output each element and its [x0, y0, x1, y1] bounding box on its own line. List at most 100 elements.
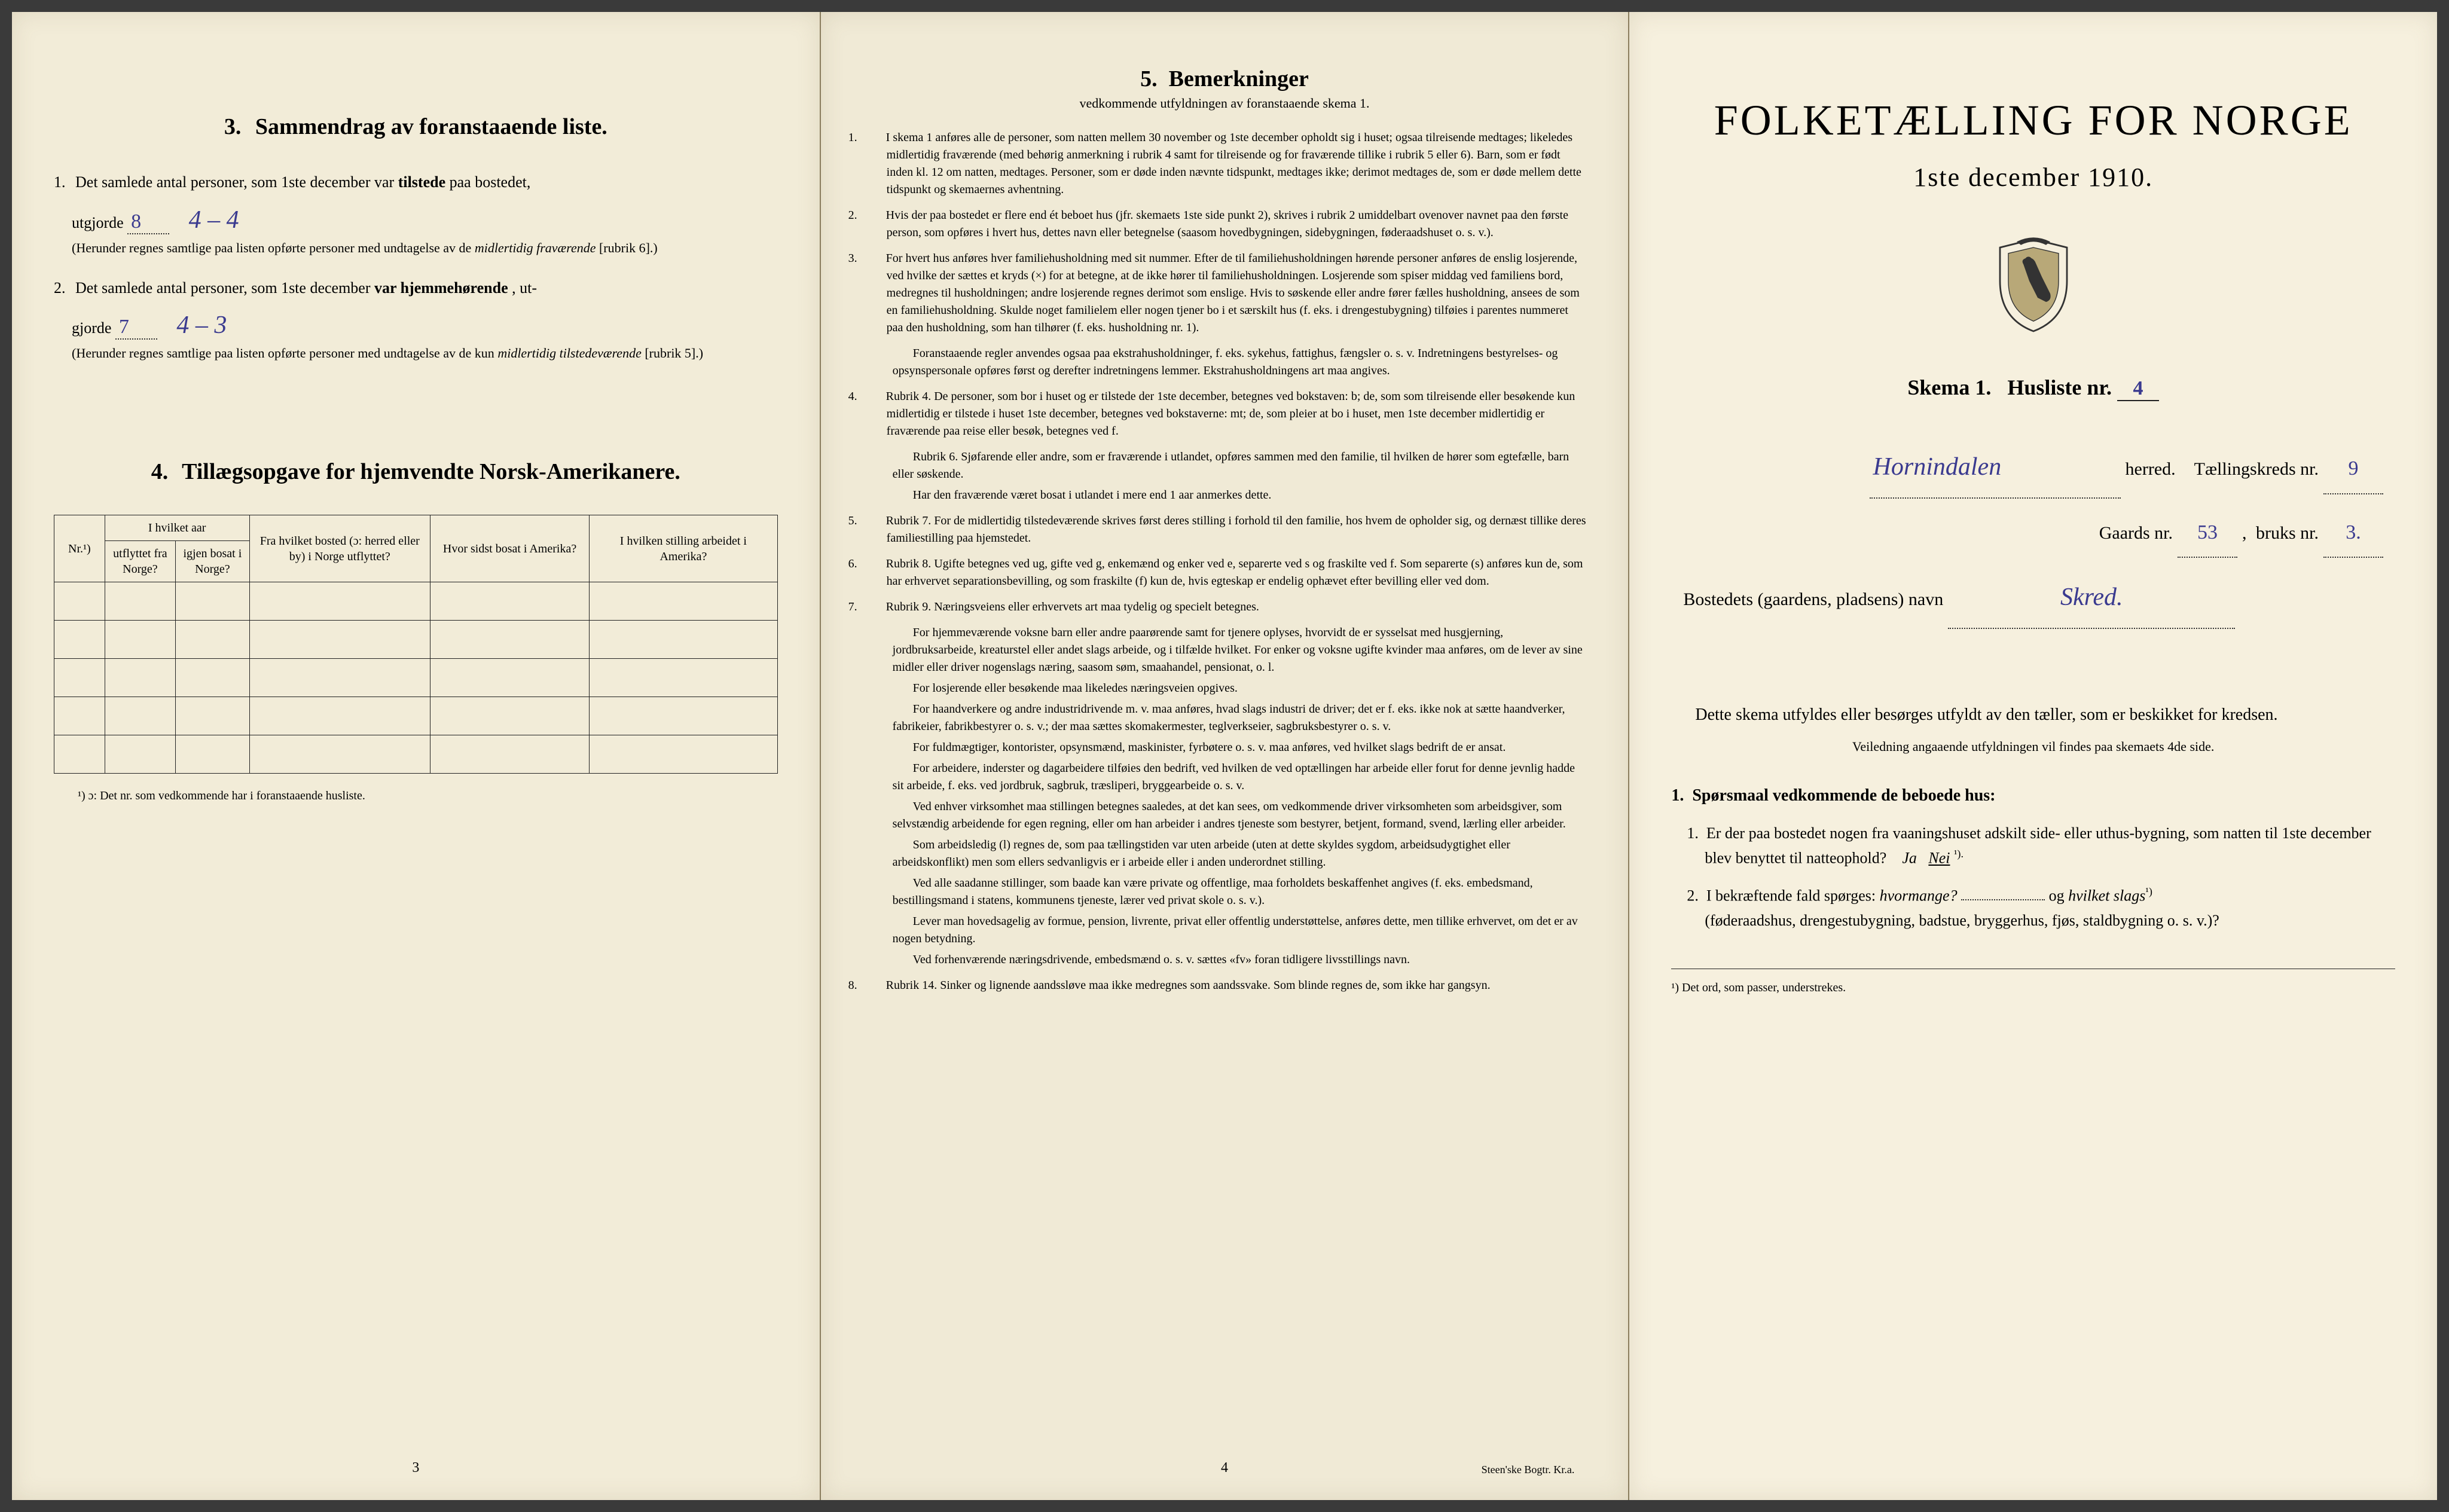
remark-subpara: Ved alle saadanne stillinger, som baade … [893, 875, 1587, 909]
bosted-value: Skred. [1948, 567, 2235, 629]
section-4-heading: 4. Tillægsopgave for hjemvendte Norsk-Am… [54, 459, 778, 485]
skema-label: Skema 1. [1907, 375, 1991, 399]
bosted-label: Bostedets (gaardens, pladsens) navn [1683, 578, 1943, 621]
q2-blank-1 [1961, 899, 2045, 900]
q1-sup: ¹). [1954, 848, 1964, 860]
header-fields: Hornindalen herred. Tællingskreds nr. 9 … [1683, 437, 2383, 629]
intro-small: Veiledning angaaende utfyldningen vil fi… [1671, 735, 2395, 757]
remark-subpara: For losjerende eller besøkende maa likel… [893, 680, 1587, 697]
remark-subpara: Har den fraværende været bosat i utlande… [893, 487, 1587, 504]
section-5-number: 5. [1140, 66, 1158, 91]
remark-item: 5. Rubrik 7. For de midlertidig tilstede… [887, 512, 1587, 547]
item1-text-b: paa bostedet, [450, 173, 531, 191]
remark-item: 2. Hvis der paa bostedet er flere end ét… [887, 207, 1587, 242]
summary-item-2: 2. Det samlede antal personer, som 1ste … [72, 276, 778, 301]
q1-num: 1. [1687, 824, 1699, 842]
item2-hand-annotation: 4 – 3 [176, 311, 227, 339]
remark-item: 4. Rubrik 4. De personer, som bor i huse… [887, 388, 1587, 440]
norwegian-american-table: Nr.¹) I hvilket aar Fra hvilket bosted (… [54, 515, 778, 774]
skema-line: Skema 1. Husliste nr. 4 [1671, 375, 2395, 401]
bosted-row: Bostedets (gaardens, pladsens) navn Skre… [1683, 567, 2383, 629]
remark-subpara: For haandverkere og andre industridriven… [893, 701, 1587, 735]
item2-gjorde: gjorde [72, 319, 111, 337]
col-year: I hvilket aar [105, 515, 249, 541]
census-title: FOLKETÆLLING FOR NORGE [1671, 96, 2395, 145]
item2-value: 7 [115, 316, 157, 340]
remark-subpara: For fuldmægtiger, kontorister, opsynsmæn… [893, 739, 1587, 756]
item1-hand-annotation: 4 – 4 [189, 206, 239, 234]
remark-subpara: Lever man hovedsagelig av formue, pensio… [893, 913, 1587, 948]
gaards-label: Gaards nr. [2099, 512, 2173, 555]
q2-og: og [2049, 887, 2065, 904]
remark-subpara: Ved enhver virksomhet maa stillingen bet… [893, 798, 1587, 833]
item1-text-a: Det samlede antal personer, som 1ste dec… [75, 173, 398, 191]
col-where: Hvor sidst bosat i Amerika? [430, 515, 590, 582]
husliste-label: Husliste nr. [2007, 375, 2112, 399]
item1-line2: utgjorde 8 4 – 4 [72, 206, 778, 234]
remark-subpara: For hjemmeværende voksne barn eller andr… [893, 624, 1587, 676]
page-1-cover: FOLKETÆLLING FOR NORGE 1ste december 191… [1629, 12, 2437, 1500]
section-3-heading: 3. Sammendrag av foranstaaende liste. [54, 114, 778, 140]
q2-text-b: (føderaadshus, drengestubygning, badstue… [1705, 912, 2219, 929]
q2-num: 2. [1687, 887, 1699, 904]
gaards-value: 53 [2178, 508, 2237, 558]
section-4-number: 4. [151, 459, 169, 484]
q2-hvormange: hvormange? [1880, 887, 1958, 904]
q1-text: Er der paa bostedet nogen fra vaaningshu… [1705, 824, 2371, 867]
item1-paren: (Herunder regnes samtlige paa listen opf… [72, 238, 778, 258]
item2-text-b: , ut- [512, 279, 537, 297]
table-row [54, 582, 778, 621]
q2-hvilket: hvilket slags [2068, 887, 2145, 904]
intro-text: Dette skema utfyldes eller besørges utfy… [1671, 701, 2395, 729]
q2-sup: ¹) [2145, 885, 2152, 897]
col-year-out: utflyttet fra Norge? [105, 541, 176, 582]
husliste-number: 4 [2117, 377, 2159, 401]
item2-line2: gjorde 7 4 – 3 [72, 311, 778, 340]
coat-of-arms-icon [1671, 234, 2395, 339]
cover-footnote: ¹) Det ord, som passer, understrekes. [1671, 969, 2395, 998]
section-5-title: Bemerkninger [1169, 66, 1309, 91]
remark-subpara: Som arbeidsledig (l) regnes de, som paa … [893, 836, 1587, 871]
remark-subpara: For arbeidere, inderster og dagarbeidere… [893, 760, 1587, 795]
q1-nei-selected: Nei [1928, 850, 1950, 867]
item1-value: 8 [127, 210, 169, 234]
table-row [54, 621, 778, 659]
col-position: I hvilken stilling arbeidet i Amerika? [590, 515, 778, 582]
q2-text-a: I bekræftende fald spørges: [1706, 887, 1880, 904]
printer-credit: Steen'ske Bogtr. Kr.a. [1482, 1464, 1575, 1476]
col-year-back: igjen bosat i Norge? [176, 541, 249, 582]
section-5-subtitle: vedkommende utfyldningen av foranstaaend… [863, 96, 1587, 111]
cover-body: Dette skema utfyldes eller besørges utfy… [1671, 701, 2395, 998]
remarks-list: 1. I skema 1 anføres alle de personer, s… [863, 129, 1587, 994]
remark-item: 8. Rubrik 14. Sinker og lignende aandssl… [887, 977, 1587, 994]
remark-item: 6. Rubrik 8. Ugifte betegnes ved ug, gif… [887, 555, 1587, 590]
item2-text-a: Det samlede antal personer, som 1ste dec… [75, 279, 374, 297]
section-5-heading: 5. Bemerkninger [863, 66, 1587, 92]
remark-item: 3. For hvert hus anføres hver familiehus… [887, 250, 1587, 337]
q1-ja: Ja [1902, 850, 1917, 867]
item2-bold: var hjemmehørende [374, 279, 508, 297]
section-3-number: 3. [224, 114, 242, 139]
table-row [54, 735, 778, 774]
remark-subpara: Foranstaaende regler anvendes ogsaa paa … [893, 345, 1587, 380]
remark-item: 7. Rubrik 9. Næringsveiens eller erhverv… [887, 598, 1587, 616]
item1-num: 1. [54, 173, 66, 191]
herred-row: Hornindalen herred. Tællingskreds nr. 9 [1683, 437, 2383, 499]
page-number-4: 4 [1221, 1460, 1228, 1476]
remark-subpara: Ved forhenværende næringsdrivende, embed… [893, 951, 1587, 969]
remark-item: 1. I skema 1 anføres alle de personer, s… [887, 129, 1587, 198]
item1-bold: tilstede [398, 173, 445, 191]
section-3-title: Sammendrag av foranstaaende liste. [255, 114, 607, 139]
item1-utgjorde: utgjorde [72, 214, 124, 231]
questions-heading: 1. Spørsmaal vedkommende de beboede hus: [1671, 781, 2395, 810]
tkreds-value: 9 [2323, 444, 2383, 494]
section-4-title: Tillægsopgave for hjemvendte Norsk-Ameri… [182, 459, 680, 484]
tkreds-label: Tællingskreds nr. [2194, 448, 2319, 491]
question-1: 1. Er der paa bostedet nogen fra vaaning… [1705, 821, 2395, 871]
table-row [54, 697, 778, 735]
remark-subpara: Rubrik 6. Sjøfarende eller andre, som er… [893, 448, 1587, 483]
item2-num: 2. [54, 279, 66, 297]
table-row [54, 659, 778, 697]
item2-paren: (Herunder regnes samtlige paa listen opf… [72, 343, 778, 363]
col-nr: Nr.¹) [54, 515, 105, 582]
